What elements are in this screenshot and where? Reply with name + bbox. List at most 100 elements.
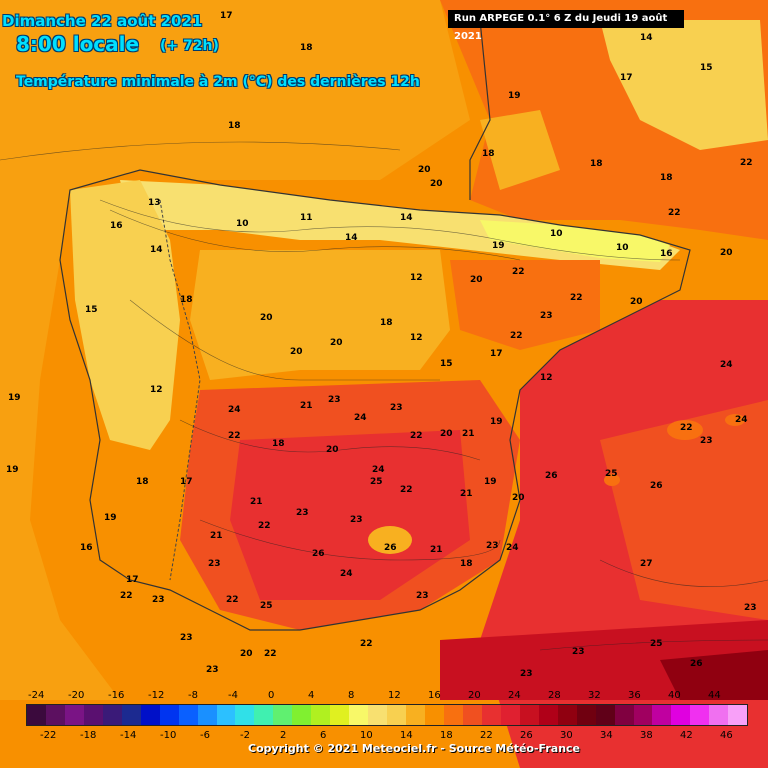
legend-swatch — [273, 705, 293, 725]
map-label: 17 — [220, 11, 233, 21]
legend-tick-bottom: 10 — [360, 730, 373, 741]
legend-swatch — [728, 705, 748, 725]
map-label: 16 — [660, 249, 673, 259]
map-label: 23 — [700, 436, 713, 446]
map-label: 23 — [572, 647, 585, 657]
legend-swatch — [140, 705, 160, 725]
map-label: 14 — [150, 245, 163, 255]
map-label: 22 — [120, 591, 133, 601]
map-label: 22 — [400, 485, 413, 495]
map-label: 23 — [328, 395, 341, 405]
map-label: 18 — [228, 121, 241, 131]
map-label: 22 — [570, 293, 583, 303]
map-label: 23 — [180, 633, 193, 643]
map-label: 25 — [370, 477, 383, 487]
map-label: 20 — [260, 313, 273, 323]
map-label: 19 — [492, 241, 505, 251]
map-label: 22 — [680, 423, 693, 433]
map-label: 18 — [272, 439, 285, 449]
map-label: 25 — [650, 639, 663, 649]
legend-tick-top: 4 — [308, 690, 315, 701]
legend-swatch — [557, 705, 577, 725]
map-label: 24 — [340, 569, 353, 579]
map-label: 12 — [410, 333, 423, 343]
map-label: 25 — [605, 469, 618, 479]
legend-swatch — [292, 705, 312, 725]
legend-tick-bottom: 2 — [280, 730, 287, 741]
map-label: 20 — [470, 275, 483, 285]
map-label: 21 — [210, 531, 223, 541]
map-label: 20 — [430, 179, 443, 189]
map-label: 18 — [300, 43, 313, 53]
map-label: 24 — [506, 543, 519, 553]
legend-swatch — [538, 705, 558, 725]
map-label: 19 — [484, 477, 497, 487]
map-label: 26 — [545, 471, 558, 481]
map-label: 22 — [258, 521, 271, 531]
map-label: 20 — [240, 649, 253, 659]
map-label: 27 — [640, 559, 653, 569]
legend-tick-bottom: 22 — [480, 730, 493, 741]
map-label: 17 — [180, 477, 193, 487]
legend-swatch — [45, 705, 65, 725]
legend-swatch — [595, 705, 615, 725]
map-label: 21 — [460, 489, 473, 499]
legend-tick-bottom: 26 — [520, 730, 533, 741]
copyright: Copyright © 2021 Meteociel.fr - Source M… — [248, 742, 581, 755]
legend-tick-bottom: 18 — [440, 730, 453, 741]
map-label: 18 — [460, 559, 473, 569]
map-label: 24 — [372, 465, 385, 475]
legend-swatch — [83, 705, 103, 725]
map-label: 23 — [296, 508, 309, 518]
legend-swatch — [462, 705, 482, 725]
map-title: Température minimale à 2m (°C) des derni… — [16, 74, 420, 90]
map-label: 18 — [380, 318, 393, 328]
map-label: 18 — [590, 159, 603, 169]
map-label: 23 — [152, 595, 165, 605]
map-label: 23 — [208, 559, 221, 569]
map-label: 26 — [690, 659, 703, 669]
map-label: 26 — [650, 481, 663, 491]
legend-swatch — [235, 705, 255, 725]
map-label: 15 — [85, 305, 98, 315]
map-label: 11 — [300, 213, 313, 223]
map-label: 18 — [482, 149, 495, 159]
map-label: 22 — [228, 431, 241, 441]
legend-swatch — [311, 705, 331, 725]
legend-swatch — [178, 705, 198, 725]
legend-tick-top: -12 — [148, 690, 165, 701]
map-label: 16 — [110, 221, 123, 231]
map-label: 25 — [260, 601, 273, 611]
legend-swatch — [216, 705, 236, 725]
legend-tick-bottom: 38 — [640, 730, 653, 741]
legend-tick-top: 40 — [668, 690, 681, 701]
legend-tick-top: 36 — [628, 690, 641, 701]
legend-tick-top: 24 — [508, 690, 521, 701]
legend-swatch — [330, 705, 350, 725]
map-label: 22 — [668, 208, 681, 218]
legend-swatch — [102, 705, 122, 725]
map-label: 10 — [616, 243, 629, 253]
map-label: 20 — [630, 297, 643, 307]
legend-tick-bottom: 34 — [600, 730, 613, 741]
legend-tick-top: 44 — [708, 690, 721, 701]
legend-tick-top: 0 — [268, 690, 275, 701]
map-label: 22 — [264, 649, 277, 659]
legend-swatch — [576, 705, 596, 725]
map-label: 19 — [8, 393, 21, 403]
map-label: 24 — [228, 405, 241, 415]
map-label: 20 — [512, 493, 525, 503]
legend-tick-bottom: 42 — [680, 730, 693, 741]
legend-swatch — [349, 705, 369, 725]
map-label: 22 — [226, 595, 239, 605]
map-label: 17 — [490, 349, 503, 359]
legend-swatch — [709, 705, 729, 725]
map-label: 23 — [390, 403, 403, 413]
legend-swatch — [633, 705, 653, 725]
legend-swatch — [443, 705, 463, 725]
legend-swatch — [519, 705, 539, 725]
map-label: 21 — [250, 497, 263, 507]
legend-swatch — [425, 705, 444, 725]
map-label: 17 — [126, 575, 139, 585]
map-label: 18 — [660, 173, 673, 183]
